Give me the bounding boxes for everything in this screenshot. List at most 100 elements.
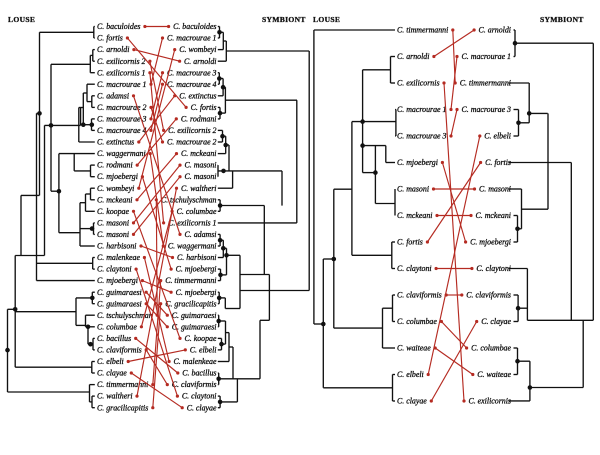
svg-text:C. mckeani: C. mckeani — [181, 149, 217, 158]
svg-text:C. tschulyschman: C. tschulyschman — [97, 311, 153, 320]
svg-text:C. claytoni: C. claytoni — [97, 265, 132, 274]
svg-text:C. koopae: C. koopae — [97, 207, 129, 216]
svg-text:C. mckeani: C. mckeani — [97, 195, 133, 204]
svg-text:C. arnoldi: C. arnoldi — [97, 45, 129, 54]
svg-text:C. columbae: C. columbae — [471, 344, 511, 353]
svg-text:C. guimaraesi: C. guimaraesi — [97, 299, 142, 308]
svg-text:C. baculoides: C. baculoides — [97, 22, 140, 31]
svg-text:C. gracilicapitis: C. gracilicapitis — [165, 299, 216, 308]
svg-text:C. mjoebergi: C. mjoebergi — [97, 276, 138, 285]
svg-text:C. macrourae 3: C. macrourae 3 — [97, 115, 147, 124]
svg-text:LOUSE: LOUSE — [8, 15, 35, 24]
svg-text:C. arnoldi: C. arnoldi — [397, 52, 429, 61]
svg-text:LOUSE: LOUSE — [313, 15, 340, 24]
svg-text:C. malenkeae: C. malenkeae — [97, 253, 140, 262]
svg-text:C. exilicornis 2: C. exilicornis 2 — [168, 126, 216, 135]
svg-text:C. mjoebergi: C. mjoebergi — [176, 288, 217, 297]
svg-text:C. extinctus: C. extinctus — [179, 91, 216, 100]
svg-text:C. elbeli: C. elbeli — [97, 357, 124, 366]
svg-text:C. malenkeae: C. malenkeae — [174, 357, 217, 366]
svg-text:C. claytoni: C. claytoni — [397, 264, 432, 273]
svg-text:C. claviformis: C. claviformis — [97, 346, 142, 355]
svg-text:C. bacillus: C. bacillus — [97, 334, 131, 343]
svg-text:C. mckeani: C. mckeani — [476, 211, 512, 220]
svg-text:C. adamsi: C. adamsi — [184, 230, 216, 239]
svg-text:C. claviformis: C. claviformis — [397, 291, 442, 300]
svg-text:C. columbae: C. columbae — [397, 317, 437, 326]
svg-text:C. timmermanni: C. timmermanni — [97, 380, 148, 389]
svg-text:C. exilicornis 2: C. exilicornis 2 — [97, 57, 145, 66]
svg-text:C. elbeli: C. elbeli — [484, 132, 511, 141]
svg-text:C. timmermanni: C. timmermanni — [165, 276, 216, 285]
svg-text:SYMBIONT: SYMBIONT — [262, 15, 306, 24]
svg-text:C. masoni: C. masoni — [184, 161, 216, 170]
svg-text:C. macrourae 2: C. macrourae 2 — [97, 103, 147, 112]
svg-text:C. extinctus: C. extinctus — [97, 138, 134, 147]
svg-text:C. guimaraesi: C. guimaraesi — [172, 311, 217, 320]
svg-text:C. waggermani: C. waggermani — [168, 242, 217, 251]
svg-text:C. clayae: C. clayae — [97, 369, 127, 378]
svg-text:C. koopae: C. koopae — [185, 334, 217, 343]
svg-text:C. columbae: C. columbae — [177, 207, 217, 216]
svg-text:C. guimaraesi: C. guimaraesi — [97, 288, 142, 297]
svg-text:C. harbisoni: C. harbisoni — [177, 253, 216, 262]
svg-text:C. bacillus: C. bacillus — [182, 369, 216, 378]
svg-text:C. exilicornis: C. exilicornis — [468, 397, 511, 406]
svg-text:C. guimaraesi: C. guimaraesi — [172, 322, 217, 331]
svg-text:C. masoni: C. masoni — [97, 219, 129, 228]
svg-text:C. claviformis: C. claviformis — [172, 380, 217, 389]
svg-text:C. waiteae: C. waiteae — [397, 344, 431, 353]
svg-text:C. macrourae 4: C. macrourae 4 — [167, 80, 217, 89]
svg-text:C. gracilicapitis: C. gracilicapitis — [97, 403, 148, 412]
svg-text:C. masoni: C. masoni — [97, 230, 129, 239]
svg-text:C. exilicornis: C. exilicornis — [397, 79, 440, 88]
svg-text:C. claviformis: C. claviformis — [466, 291, 511, 300]
svg-text:C. timmermanni: C. timmermanni — [397, 26, 448, 35]
svg-text:C. fortis: C. fortis — [485, 158, 511, 167]
svg-text:C. arnoldi: C. arnoldi — [479, 26, 511, 35]
svg-text:C. claytoni: C. claytoni — [476, 264, 511, 273]
svg-text:C. elbeli: C. elbeli — [397, 370, 424, 379]
svg-text:C. rodmani: C. rodmani — [181, 115, 217, 124]
svg-text:C. waggermani: C. waggermani — [97, 149, 146, 158]
svg-text:C. masoni: C. masoni — [479, 185, 511, 194]
svg-text:C. clayae: C. clayae — [481, 317, 511, 326]
svg-text:C. macrourae 1: C. macrourae 1 — [462, 52, 512, 61]
svg-text:C. mjoebergi: C. mjoebergi — [470, 238, 511, 247]
svg-text:C. fortis: C. fortis — [97, 34, 123, 43]
svg-text:C. claytoni: C. claytoni — [182, 392, 217, 401]
svg-text:C. baculoides: C. baculoides — [173, 22, 216, 31]
svg-text:C. mjoebergi: C. mjoebergi — [176, 265, 217, 274]
svg-text:C. waiteae: C. waiteae — [477, 370, 511, 379]
svg-text:C. macrourae 3: C. macrourae 3 — [462, 105, 512, 114]
svg-text:C. mjoebergi: C. mjoebergi — [397, 158, 438, 167]
svg-text:C. tschulyschman: C. tschulyschman — [161, 195, 217, 204]
svg-text:C. fortis: C. fortis — [397, 238, 423, 247]
svg-text:C. waltheri: C. waltheri — [97, 392, 133, 401]
svg-text:C. macrourae 2: C. macrourae 2 — [167, 138, 217, 147]
svg-text:C. wombeyi: C. wombeyi — [97, 184, 134, 193]
svg-text:C. arnoldi: C. arnoldi — [184, 57, 216, 66]
svg-text:C. columbae: C. columbae — [97, 322, 137, 331]
svg-text:C. exilicornis 1: C. exilicornis 1 — [168, 219, 216, 228]
svg-text:SYMBIONT: SYMBIONT — [540, 15, 584, 24]
svg-text:C. macrourae 1: C. macrourae 1 — [97, 80, 147, 89]
svg-text:C. macrourae 1: C. macrourae 1 — [167, 34, 217, 43]
svg-text:C. masoni: C. masoni — [184, 172, 216, 181]
svg-text:C. macrourae 3: C. macrourae 3 — [167, 68, 217, 77]
svg-text:C. waltheri: C. waltheri — [181, 184, 217, 193]
svg-text:C. clayae: C. clayae — [397, 397, 427, 406]
svg-text:C. adamsi: C. adamsi — [97, 91, 129, 100]
svg-text:C. fortis: C. fortis — [191, 103, 217, 112]
svg-text:C. mjoebergi: C. mjoebergi — [97, 172, 138, 181]
svg-text:C. masoni: C. masoni — [397, 185, 429, 194]
svg-text:C. mckeani: C. mckeani — [397, 211, 433, 220]
svg-text:C. macrourae 4: C. macrourae 4 — [97, 126, 147, 135]
svg-text:C. macrourae 3: C. macrourae 3 — [397, 132, 447, 141]
svg-text:C. macrourae 1: C. macrourae 1 — [397, 105, 447, 114]
svg-text:C. harbisoni: C. harbisoni — [97, 242, 136, 251]
svg-text:C. elbeli: C. elbeli — [190, 346, 217, 355]
svg-text:C. exilicornis 1: C. exilicornis 1 — [97, 68, 145, 77]
svg-text:C. rodmani: C. rodmani — [97, 161, 133, 170]
svg-text:C. timmermanni: C. timmermanni — [460, 79, 511, 88]
